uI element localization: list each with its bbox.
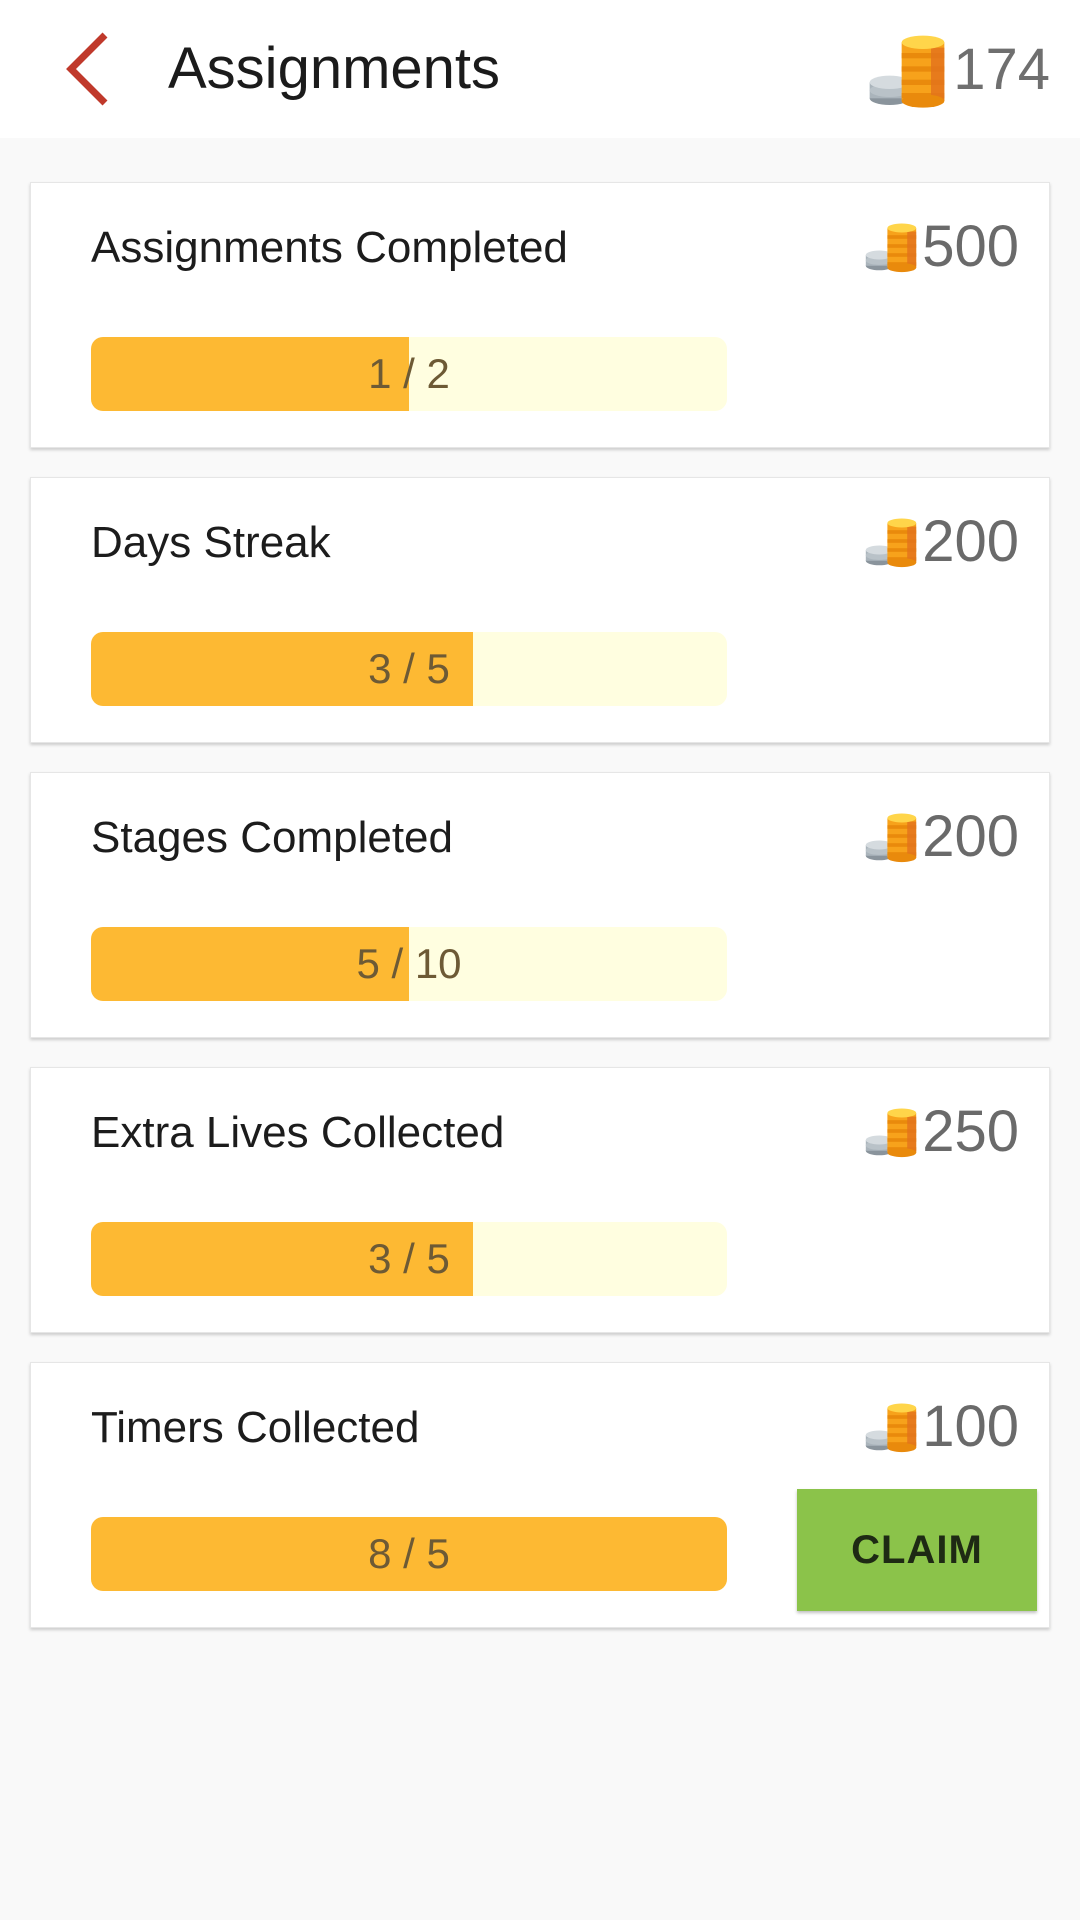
- progress-bar: 8 / 5: [91, 1517, 727, 1591]
- assignment-card: Stages Completed 200 5 / 10: [30, 772, 1050, 1038]
- coin-stack-icon: [864, 219, 918, 273]
- coin-stack-icon: [864, 1104, 918, 1158]
- assignment-reward: 200: [864, 508, 1019, 574]
- assignment-title: Days Streak: [91, 518, 331, 567]
- progress-fill: [91, 927, 409, 1001]
- progress-label: 3 / 5: [368, 1235, 450, 1282]
- reward-amount: 250: [922, 1098, 1019, 1164]
- claim-button[interactable]: CLAIM: [797, 1489, 1037, 1611]
- page-title: Assignments: [168, 36, 501, 101]
- progress-bar: 1 / 2: [91, 337, 727, 411]
- assignment-title: Timers Collected: [91, 1403, 420, 1452]
- back-button[interactable]: [52, 26, 122, 112]
- chevron-left-icon: [66, 32, 108, 106]
- progress-bar: 3 / 5: [91, 1222, 727, 1296]
- progress-label: 8 / 5: [368, 1530, 450, 1577]
- assignment-reward: 500: [864, 213, 1019, 279]
- progress-label: 5 / 10: [356, 940, 462, 987]
- assignment-card: Timers Collected 100 8 / 5 CLAIM: [30, 1362, 1050, 1628]
- assignment-card: Assignments Completed 500 1 / 2: [30, 182, 1050, 448]
- assignment-reward: 250: [864, 1098, 1019, 1164]
- progress-fill: [91, 1222, 473, 1296]
- assignment-reward: 200: [864, 803, 1019, 869]
- coin-stack-icon: [864, 809, 918, 863]
- reward-amount: 500: [922, 213, 1019, 279]
- progress-label: 1 / 2: [368, 350, 450, 397]
- progress-label: 3 / 5: [368, 645, 450, 692]
- reward-amount: 200: [922, 803, 1019, 869]
- progress-fill: [91, 337, 409, 411]
- app-header: Assignments 174: [0, 0, 1080, 138]
- assignment-title: Stages Completed: [91, 813, 453, 862]
- coin-balance-count: 174: [953, 36, 1050, 102]
- reward-amount: 200: [922, 508, 1019, 574]
- assignment-reward: 100: [864, 1393, 1019, 1459]
- assignment-card: Days Streak 200 3 / 5: [30, 477, 1050, 743]
- progress-fill: [91, 1517, 727, 1591]
- assignment-card: Extra Lives Collected 250 3 / 5: [30, 1067, 1050, 1333]
- assignment-title: Extra Lives Collected: [91, 1108, 505, 1157]
- coin-stack-icon: [867, 29, 947, 109]
- reward-amount: 100: [922, 1393, 1019, 1459]
- coin-stack-icon: [864, 1399, 918, 1453]
- progress-bar: 3 / 5: [91, 632, 727, 706]
- assignment-title: Assignments Completed: [91, 223, 568, 272]
- coin-stack-icon: [864, 514, 918, 568]
- coin-balance: 174: [867, 26, 1050, 112]
- progress-fill: [91, 632, 473, 706]
- progress-bar: 5 / 10: [91, 927, 727, 1001]
